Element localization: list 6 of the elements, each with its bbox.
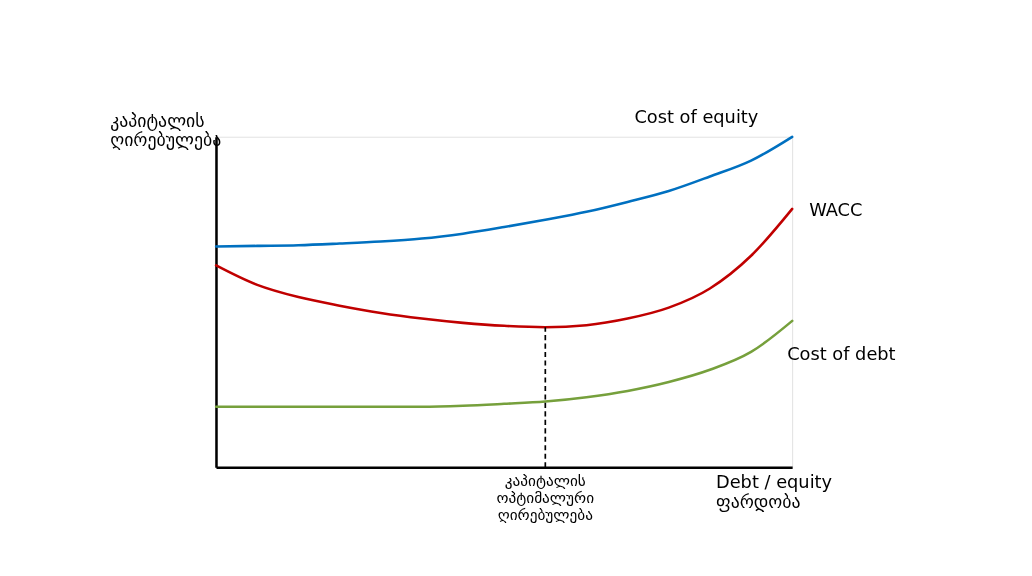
series-label: Cost of equity — [634, 106, 759, 128]
text: კაპიტალის ოპტიმალური ღირებულება — [496, 471, 595, 524]
x-axis-title: Debt / equity ფარდობა — [715, 471, 833, 512]
series-label: Cost of debt — [787, 342, 896, 364]
y-axis-title: კაპიტალის ღირებულება — [110, 109, 222, 151]
series-label: WACC — [809, 198, 863, 220]
